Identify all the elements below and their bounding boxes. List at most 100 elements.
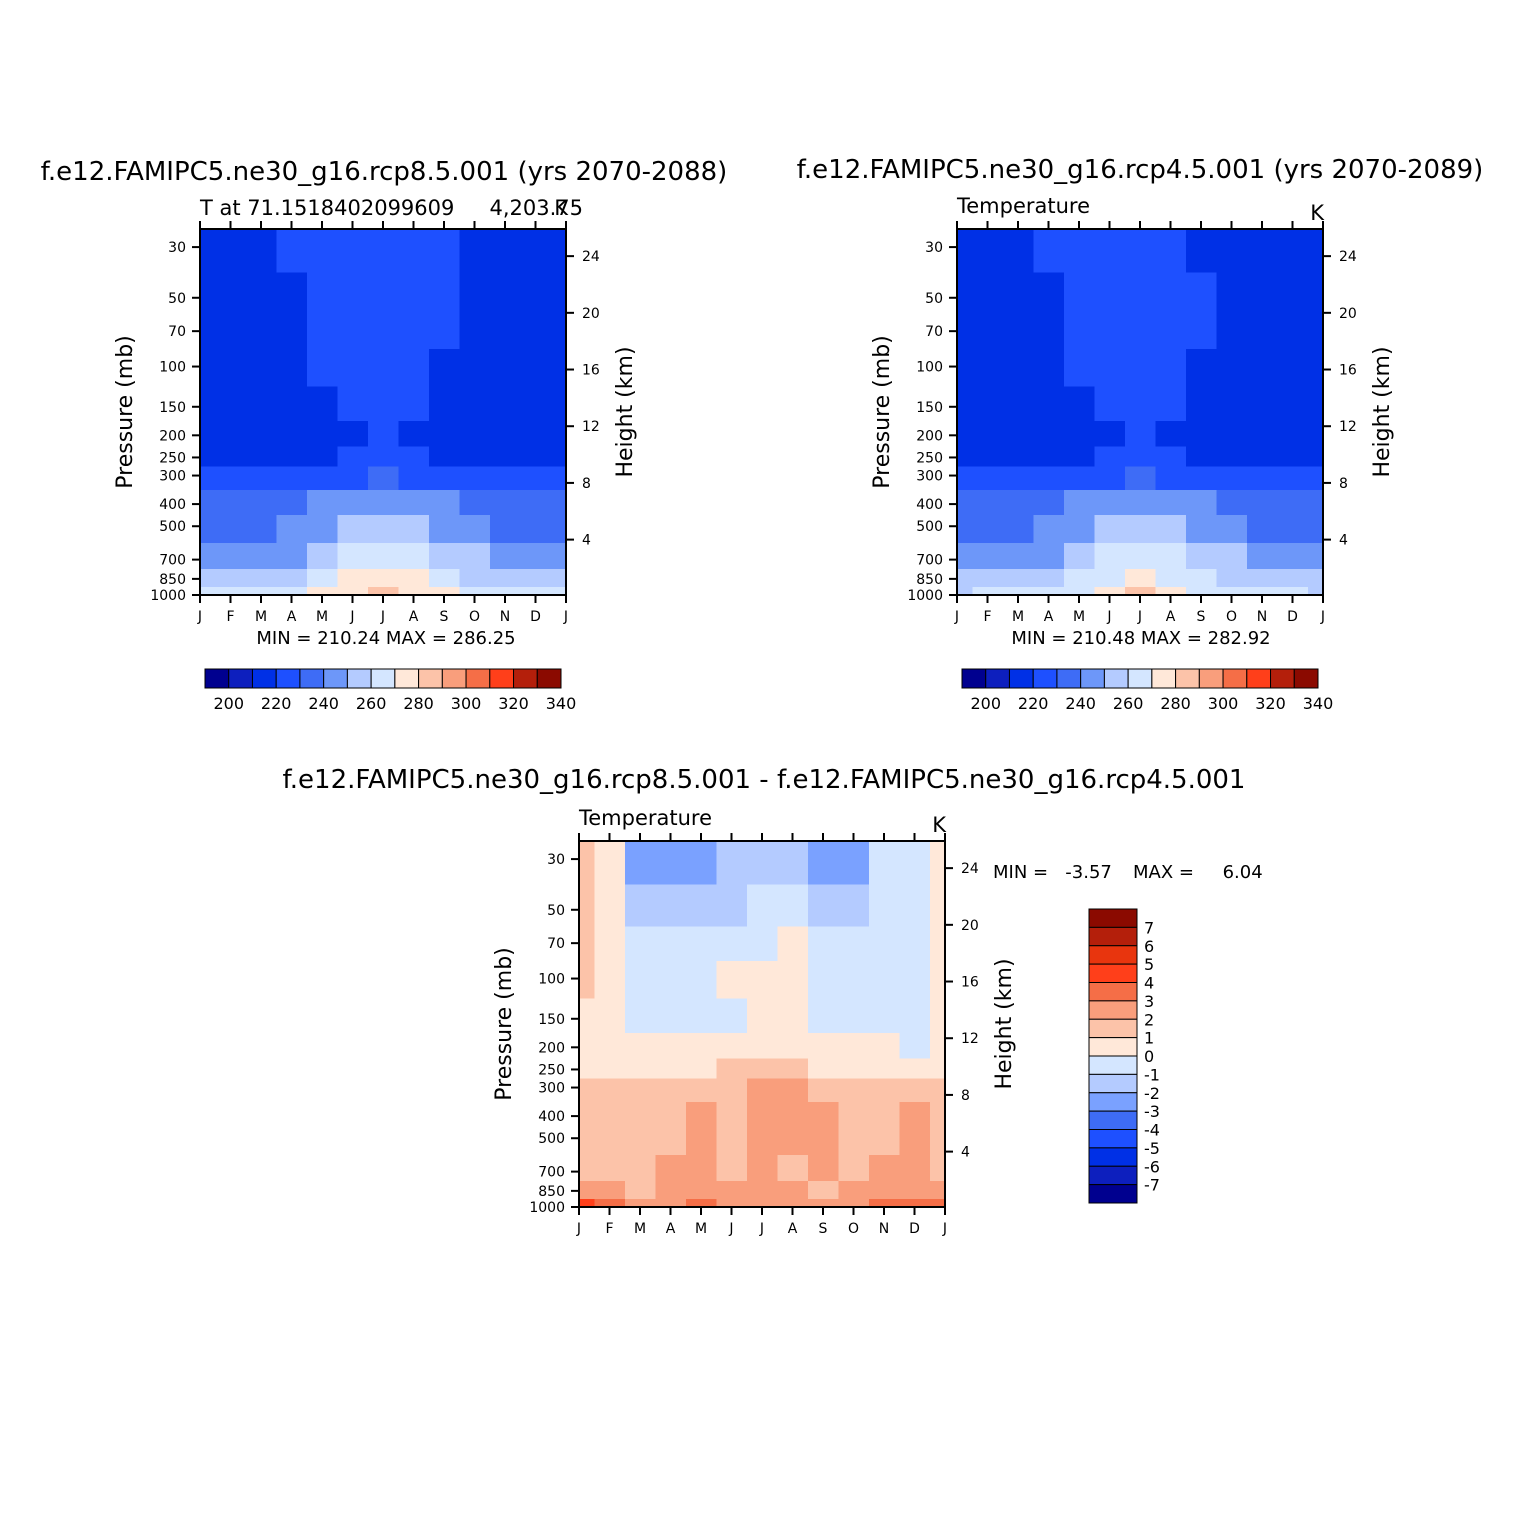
colorbar-label: -7 xyxy=(1144,1176,1160,1195)
colorbar-box xyxy=(370,668,396,689)
field-cell xyxy=(1155,446,1187,468)
field-cell xyxy=(972,489,1004,516)
field-cell xyxy=(1307,489,1324,516)
field-cell xyxy=(398,489,430,516)
colorbar-box xyxy=(1127,668,1153,689)
field-cell xyxy=(957,348,973,388)
field-cell xyxy=(899,998,931,1034)
field-cell xyxy=(1002,272,1034,316)
field-cell xyxy=(398,348,430,388)
field-cell xyxy=(899,1154,931,1182)
field-cell xyxy=(972,229,1004,274)
field-cell xyxy=(579,1058,595,1080)
field-cell xyxy=(1033,542,1065,570)
x-tick-label: J xyxy=(942,1221,947,1237)
field-cell xyxy=(685,1154,717,1182)
field-cell xyxy=(550,586,567,596)
field-cell xyxy=(716,1101,748,1128)
field-cell xyxy=(1307,515,1324,544)
field-cell xyxy=(306,542,338,570)
x-tick-label: M xyxy=(1073,609,1085,625)
panel-rcp85-colorbar: 200 220 240 260 280 300 320 340 xyxy=(204,668,576,713)
field-cell xyxy=(716,1078,748,1103)
panel-diff-left-label: Temperature xyxy=(578,806,712,830)
field-cell xyxy=(624,1058,656,1080)
field-cell xyxy=(838,1058,870,1080)
pressure-tick-label: 150 xyxy=(916,400,943,416)
field-cell xyxy=(807,960,839,1000)
colorbar-box xyxy=(1088,1000,1138,1020)
colorbar-label: 260 xyxy=(356,694,387,713)
pressure-tick-label: 400 xyxy=(159,497,186,513)
field-cell xyxy=(972,569,1004,588)
pressure-tick-label: 50 xyxy=(547,903,565,919)
colorbar-box xyxy=(1270,668,1295,689)
colorbar-label: 320 xyxy=(1255,694,1286,713)
field-cell xyxy=(624,1078,656,1103)
colorbar-label: -6 xyxy=(1144,1157,1160,1176)
colorbar-box xyxy=(1032,668,1058,689)
height-tick-label: 12 xyxy=(961,1031,979,1047)
field-cell xyxy=(716,960,748,1000)
field-cell xyxy=(215,542,247,570)
field-cell xyxy=(1094,542,1126,570)
x-tick-label: D xyxy=(909,1221,920,1237)
field-cell xyxy=(1063,542,1095,570)
field-cell xyxy=(1155,466,1187,491)
field-cell xyxy=(624,1033,656,1059)
field-cell xyxy=(520,314,552,350)
field-cell xyxy=(1185,421,1217,447)
field-cell xyxy=(1155,229,1187,274)
field-cell xyxy=(838,926,870,962)
field-cell xyxy=(655,926,687,962)
pressure-tick-label: 30 xyxy=(547,852,565,868)
panel-diff: f.e12.FAMIPC5.ne30_g16.rcp8.5.001 - f.e1… xyxy=(283,765,1263,1237)
field-cell xyxy=(1216,386,1248,422)
field-cell xyxy=(868,960,900,1000)
field-cell xyxy=(579,841,595,886)
field-cell xyxy=(807,1127,839,1156)
field-cell xyxy=(929,1078,946,1103)
field-cell xyxy=(1033,466,1065,491)
field-cell xyxy=(957,314,973,350)
pressure-tick-label: 30 xyxy=(168,240,186,256)
x-tick-label: J xyxy=(576,1221,581,1237)
field-cell xyxy=(1063,386,1095,422)
field-cell xyxy=(868,1058,900,1080)
field-cell xyxy=(655,841,687,886)
field-cell xyxy=(746,1101,778,1128)
field-cell xyxy=(489,386,521,422)
field-cell xyxy=(398,515,430,544)
field-cell xyxy=(489,421,521,447)
field-cell xyxy=(245,348,277,388)
field-cell xyxy=(398,542,430,570)
field-cell xyxy=(200,446,216,468)
field-cell xyxy=(1277,314,1309,350)
field-cell xyxy=(489,466,521,491)
field-cell xyxy=(807,1154,839,1182)
colorbar-box xyxy=(1088,1092,1138,1112)
field-cell xyxy=(899,1127,931,1156)
colorbar-label: -2 xyxy=(1144,1084,1160,1103)
colorbar-label: 300 xyxy=(451,694,482,713)
field-cell xyxy=(1277,386,1309,422)
x-tick-label: F xyxy=(983,609,991,625)
field-cell xyxy=(245,569,277,588)
field-cell xyxy=(1002,229,1034,274)
pressure-tick-label: 100 xyxy=(916,360,943,376)
field-cell xyxy=(1185,466,1217,491)
field-cell xyxy=(746,1198,778,1208)
field-cell xyxy=(807,1058,839,1080)
panel-rcp45-left-label: Temperature xyxy=(956,194,1090,218)
field-cell xyxy=(1063,229,1095,274)
field-cell xyxy=(398,586,430,596)
field-cell xyxy=(550,542,567,570)
pressure-tick-label: 150 xyxy=(159,400,186,416)
height-tick-label: 12 xyxy=(582,419,600,435)
field-cell xyxy=(1307,542,1324,570)
x-tick-label: J xyxy=(1320,609,1325,625)
colorbar-box xyxy=(1088,1055,1138,1075)
field-cell xyxy=(367,515,399,544)
colorbar-box xyxy=(1222,668,1248,689)
field-cell xyxy=(200,314,216,350)
